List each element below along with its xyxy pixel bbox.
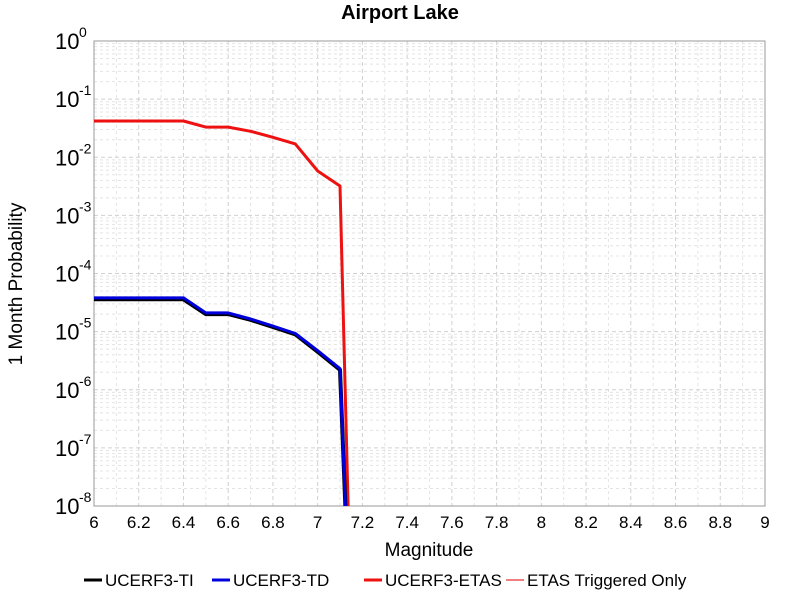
y-tick-base: 10	[55, 29, 79, 54]
y-tick-label: 10 -7	[55, 431, 92, 461]
series-line-ucerf3-td	[94, 296, 347, 506]
y-tick-base: 10	[55, 262, 79, 287]
y-tick-base: 10	[55, 378, 79, 403]
legend-label: ETAS Triggered Only	[527, 571, 687, 590]
y-tick-label: 10 -2	[55, 140, 92, 170]
legend-label: UCERF3-TD	[233, 571, 329, 590]
y-tick-label: 10 -5	[55, 315, 92, 345]
y-tick-exponent: -8	[79, 489, 92, 505]
x-tick-label: 8.2	[574, 513, 598, 532]
y-tick-label: 10 -3	[55, 198, 92, 228]
x-tick-label: 6	[89, 513, 98, 532]
legend-item-ucerf3-etas: UCERF3-ETAS	[364, 571, 502, 590]
x-axis-label: Magnitude	[385, 540, 474, 561]
y-tick-label: 10 -1	[55, 82, 92, 112]
y-tick-base: 10	[55, 87, 79, 112]
x-tick-label: 6.4	[172, 513, 196, 532]
y-tick-exponent: -5	[79, 315, 92, 331]
y-tick-label: 10 0	[55, 24, 87, 54]
x-tick-label: 9	[760, 513, 769, 532]
x-tick-label: 7.6	[440, 513, 464, 532]
x-tick-label: 6.8	[261, 513, 285, 532]
x-tick-label: 8.6	[664, 513, 688, 532]
y-tick-base: 10	[55, 203, 79, 228]
y-tick-base: 10	[55, 494, 79, 519]
y-tick-exponent: -4	[79, 257, 92, 273]
series-line-ucerf3-etas	[94, 119, 350, 506]
legend-item-ucerf3-td: UCERF3-TD	[212, 571, 329, 590]
y-tick-exponent: -7	[79, 431, 92, 447]
x-axis-ticks: 6 6.2 6.4 6.6 6.8 7 7.2 7.4 7.6 7.8 8 8.2 8.4 8.6 8.8 9	[89, 513, 769, 532]
legend: UCERF3-TI UCERF3-TD UCERF3-ETAS ETAS Trigge…	[84, 571, 687, 590]
y-tick-exponent: -2	[79, 140, 92, 156]
x-tick-label: 6.6	[216, 513, 240, 532]
y-tick-base: 10	[55, 436, 79, 461]
x-tick-label: 6.2	[127, 513, 151, 532]
legend-label: UCERF3-TI	[105, 571, 194, 590]
plot-area-border	[93, 40, 766, 507]
legend-item-etas-triggered-only: ETAS Triggered Only	[506, 571, 687, 590]
x-tick-label: 7.2	[351, 513, 375, 532]
grid	[93, 40, 766, 507]
y-tick-label: 10 -8	[55, 489, 92, 519]
x-tick-label: 7.4	[395, 513, 419, 532]
x-tick-label: 8	[537, 513, 546, 532]
x-tick-label: 7.8	[485, 513, 509, 532]
y-tick-exponent: -6	[79, 373, 92, 389]
legend-item-ucerf3-ti: UCERF3-TI	[84, 571, 194, 590]
x-tick-label: 8.4	[619, 513, 643, 532]
y-tick-label: 10 -6	[55, 373, 92, 403]
y-tick-label: 10 -4	[55, 257, 92, 287]
chart-title: Airport Lake	[341, 2, 459, 24]
y-tick-exponent: 0	[79, 24, 87, 40]
y-tick-base: 10	[55, 145, 79, 170]
legend-label: UCERF3-ETAS	[385, 571, 502, 590]
y-tick-exponent: -1	[79, 82, 92, 98]
series-layer	[94, 119, 350, 506]
y-tick-exponent: -3	[79, 198, 92, 214]
x-tick-label: 8.8	[708, 513, 732, 532]
y-tick-base: 10	[55, 320, 79, 345]
y-axis-label: 1 Month Probability	[6, 202, 27, 365]
x-tick-label: 7	[313, 513, 322, 532]
